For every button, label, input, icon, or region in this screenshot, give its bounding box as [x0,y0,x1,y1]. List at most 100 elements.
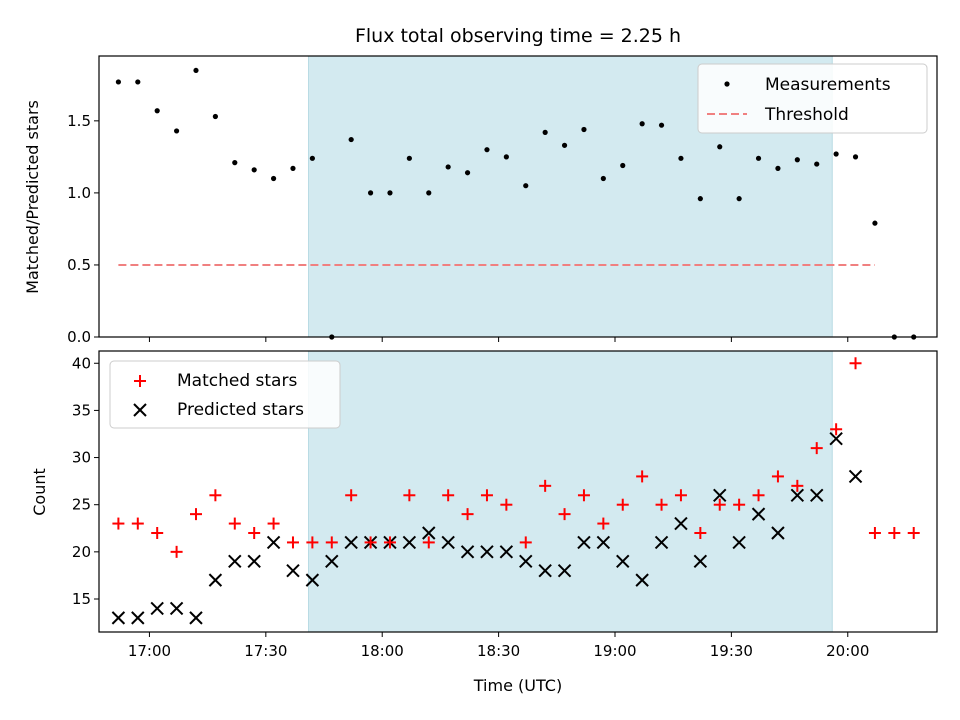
predicted-star-point [402,535,417,550]
predicted-star-point [519,554,533,568]
bottom-y-tick-label: 25 [72,496,91,514]
matched-star-point [694,526,707,539]
predicted-star-point [189,611,203,625]
matched-star-point [403,489,416,502]
predicted-star-point [499,545,514,559]
predicted-star-point [325,554,339,568]
matched-star-point [228,517,241,530]
predicted-star-point [538,564,552,578]
measurement-point [426,190,432,196]
measurement-point [348,136,354,143]
predicted-star-point [635,573,649,587]
matched-star-point [422,536,435,549]
measurement-point [814,161,820,167]
predicted-star-point [208,573,223,587]
x-axis-label: Time (UTC) [473,676,562,695]
top-y-ticks: 0.0 0.5 1.0 1.5 [67,112,99,346]
bottom-x-ticks: 17:00 17:30 18:00 18:30 19:00 19:30 20:00 [128,632,869,660]
matched-star-point [888,526,901,539]
measurement-point [542,129,548,135]
measurement-point [833,151,839,157]
predicted-star-point [480,545,494,559]
matched-star-point [461,508,474,521]
matched-star-point [577,489,590,502]
measurement-point [755,155,762,161]
predicted-star-point [713,488,727,502]
measurement-point [212,113,218,120]
bottom-legend: Matched stars Predicted stars [109,360,341,429]
predicted-star-point [169,601,184,616]
measurement-point [387,190,393,196]
count-panel: 15 20 25 30 35 40 17:00 17:30 18:00 18:30 19:00 19… [30,350,938,695]
predicted-star-point [150,601,164,616]
predicted-star-point [344,535,358,550]
top-y-tick-label: 0.0 [67,328,91,346]
measurement-point [775,165,781,171]
predicted-star-point [616,554,630,568]
matched-star-point [733,498,746,511]
bottom-plot-frame [98,350,938,633]
measurement-point [620,162,626,169]
matched-star-point [674,489,687,502]
predicted-star-point [674,516,688,531]
bottom-x-tick-label: 18:30 [477,642,520,660]
matched-star-point [286,536,299,549]
matched-star-point [112,517,125,530]
measurement-point [503,154,509,160]
count-points [111,357,920,625]
top-y-tick-label: 0.5 [67,256,91,274]
measurement-point [717,144,723,150]
matched-star-point [655,498,668,511]
measurement-points [115,67,917,340]
matched-star-point [189,508,202,521]
matched-star-point [907,526,920,539]
matched-star-point [306,536,319,549]
measurement-point [581,126,587,133]
measurement-point [270,175,277,182]
top-y-tick-label: 1.0 [67,184,91,202]
top-plot-frame [98,55,938,338]
measurement-point [561,142,568,148]
ratio-panel: 0.0 0.5 1.0 1.5 Matched/Predicted stars Mea… [23,55,938,346]
matched-star-point [616,498,629,511]
measurement-point [523,183,529,189]
observing-window-shade-bottom [308,350,833,633]
measurement-point [697,196,703,202]
measurement-point [794,157,800,163]
predicted-star-point [829,431,843,446]
matched-star-point [636,470,649,483]
predicted-star-point [810,488,824,502]
matched-star-point [771,470,784,483]
legend-predicted-label: Predicted stars [177,400,304,420]
bottom-x-tick-label: 19:00 [593,642,636,660]
matched-star-point [383,536,396,549]
matched-star-point [364,536,377,549]
predicted-star-point [131,611,145,625]
matched-star-point [558,508,571,521]
predicted-star-point [441,535,455,550]
measurement-point [115,79,121,85]
predicted-star-point [848,469,863,484]
predicted-star-point [247,554,261,568]
matched-star-point [325,536,338,549]
predicted-star-point [771,526,785,540]
matched-star-point [151,526,164,539]
measurement-point [173,128,180,134]
measurement-point [639,121,645,127]
bottom-y-tick-label: 15 [72,590,91,608]
predicted-star-point [422,526,436,540]
measurement-point [464,170,471,176]
top-x-ticks [148,337,849,342]
matched-marker-icon [134,375,146,387]
measurement-point [658,122,665,128]
predicted-star-point [732,535,746,550]
measurement-point [736,196,742,202]
predicted-star-point [286,564,300,578]
bottom-y-ticks: 15 20 25 30 35 40 [72,354,99,608]
matched-star-point [830,423,843,436]
bottom-x-tick-label: 18:00 [361,642,404,660]
bottom-y-axis-label: Count [30,468,49,516]
measurement-point [251,167,257,173]
matched-star-point [345,489,358,502]
